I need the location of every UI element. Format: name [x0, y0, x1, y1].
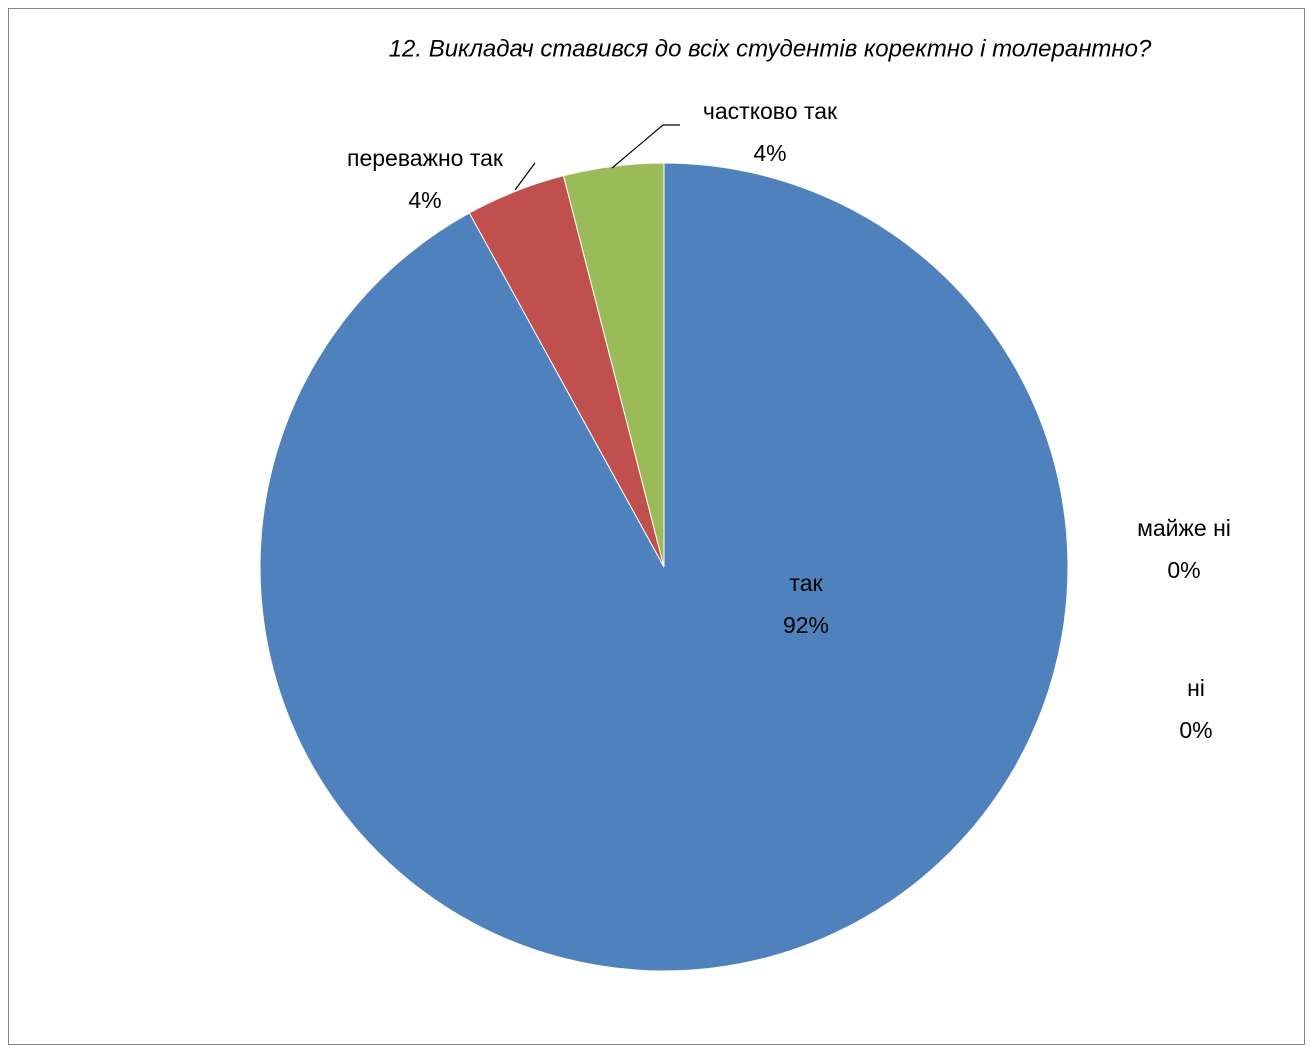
pie — [259, 162, 1069, 972]
slice-label: майже ні — [1137, 515, 1231, 541]
slice-value: 4% — [408, 187, 441, 213]
slice-label: переважно так — [347, 145, 504, 171]
slice-value: 0% — [1167, 557, 1200, 583]
leader-line — [611, 124, 680, 169]
slice-label: так — [789, 570, 823, 596]
slice-label: ні — [1187, 675, 1205, 701]
slice-value: 4% — [753, 140, 786, 166]
leader-line — [514, 162, 536, 191]
slice-label: частково так — [703, 98, 838, 124]
slice-value: 0% — [1179, 717, 1212, 743]
chart-title: 12. Викладач ставився до всіх студентів … — [389, 35, 1152, 62]
data-labels: так 92% переважно так 4% частково так 4% майже… — [347, 98, 1231, 743]
slice-value: 92% — [783, 612, 829, 638]
